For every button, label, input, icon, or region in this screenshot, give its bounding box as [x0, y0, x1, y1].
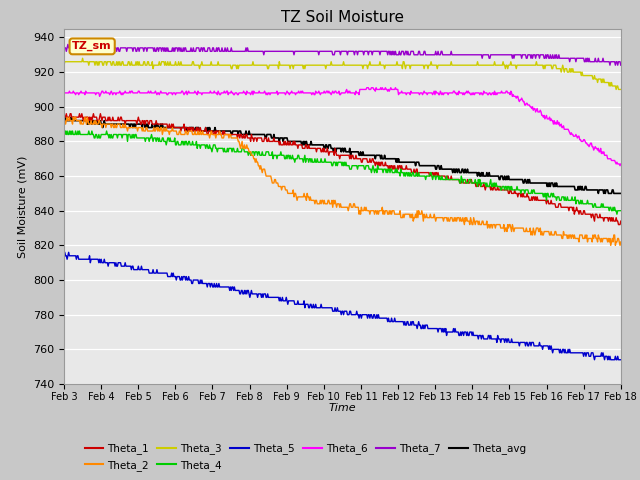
Legend: Theta_1, Theta_2, Theta_3, Theta_4, Theta_5, Theta_6, Theta_7, Theta_avg: Theta_1, Theta_2, Theta_3, Theta_4, Thet… [81, 439, 530, 475]
Title: TZ Soil Moisture: TZ Soil Moisture [281, 10, 404, 25]
Text: TZ_sm: TZ_sm [72, 41, 112, 51]
Y-axis label: Soil Moisture (mV): Soil Moisture (mV) [17, 155, 28, 258]
X-axis label: Time: Time [328, 403, 356, 413]
